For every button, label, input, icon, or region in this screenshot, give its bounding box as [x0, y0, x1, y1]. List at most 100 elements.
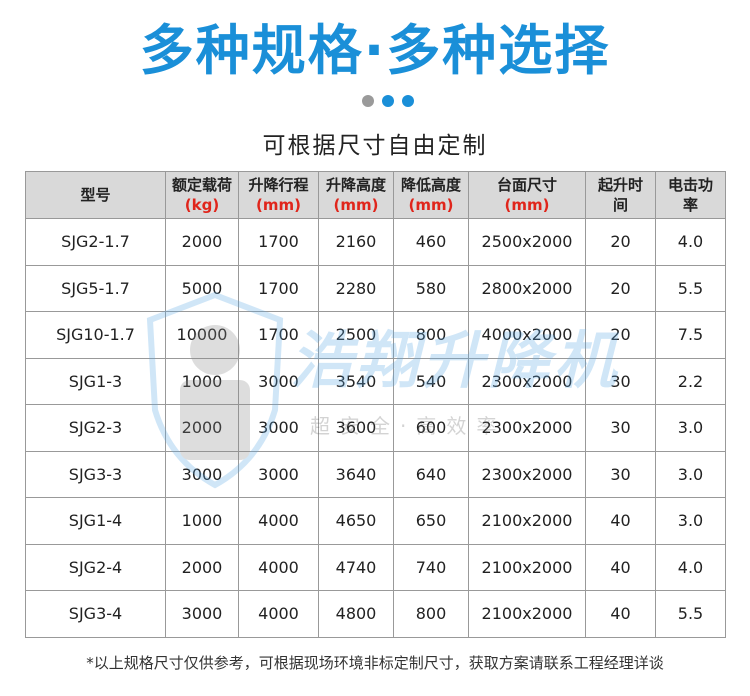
- table-cell: SJG3-4: [25, 590, 166, 638]
- table-cell: 2000: [165, 218, 239, 266]
- table-cell: 3.0: [655, 450, 726, 498]
- table-cell: 5000: [165, 264, 239, 312]
- table-cell: 4.0: [655, 543, 726, 591]
- table-cell: 3000: [238, 357, 319, 405]
- table-cell: 3640: [318, 450, 394, 498]
- table-cell: 3.0: [655, 497, 726, 545]
- table-cell: 3540: [318, 357, 394, 405]
- table-cell: 650: [393, 497, 469, 545]
- table-cell: 20: [585, 311, 656, 359]
- table-row: SJG1-3 1000 3000 3540 540 2300x2000 30 2.2: [25, 357, 726, 405]
- table-cell: 460: [393, 218, 469, 266]
- table-cell: 600: [393, 404, 469, 452]
- table-cell: 540: [393, 357, 469, 405]
- table-cell: 800: [393, 590, 469, 638]
- table-cell: 3000: [165, 590, 239, 638]
- header-unit: (mm): [256, 196, 301, 214]
- header-label: 升降高度: [325, 176, 386, 194]
- header-cell: 起升时间: [585, 171, 656, 219]
- table-cell: 2300x2000: [468, 450, 586, 498]
- table-row: SJG3-4 3000 4000 4800 800 2100x2000 40 5.5: [25, 590, 726, 638]
- table-cell: 2000: [165, 404, 239, 452]
- table-cell: 3600: [318, 404, 394, 452]
- table-cell: 2000: [165, 543, 239, 591]
- header-cell: 升降行程 (mm): [238, 171, 319, 219]
- header-unit: (mm): [333, 196, 379, 214]
- table-cell: 3.0: [655, 404, 726, 452]
- table-cell: 40: [585, 497, 656, 545]
- table-cell: SJG2-1.7: [25, 218, 166, 266]
- table-cell: 10000: [165, 311, 239, 359]
- header-cell: 电击功率: [655, 171, 726, 219]
- table-cell: SJG2-4: [25, 543, 166, 591]
- table-cell: 2.2: [655, 357, 726, 405]
- footnote: *以上规格尺寸仅供参考，可根据现场环境非标定制尺寸，获取方案请联系工程经理详谈: [86, 654, 664, 672]
- table-cell: 1700: [238, 218, 319, 266]
- table-cell: 1000: [165, 357, 239, 405]
- subtitle: 可根据尺寸自由定制: [262, 133, 488, 159]
- table-cell: 1700: [238, 311, 319, 359]
- table-cell: 3000: [238, 404, 319, 452]
- table-cell: 1700: [238, 264, 319, 312]
- header-label: 降低高度: [400, 176, 461, 194]
- header-label: 台面尺寸: [496, 176, 557, 194]
- dot: [362, 95, 374, 107]
- table-cell: 3000: [238, 450, 319, 498]
- table-cell: 2160: [318, 218, 394, 266]
- dots: [362, 95, 414, 107]
- header-unit: (kg): [184, 196, 220, 214]
- table-row: SJG1-4 1000 4000 4650 650 2100x2000 40 3.0: [25, 497, 726, 545]
- dot: [402, 95, 414, 107]
- dot: [382, 95, 394, 107]
- table-cell: SJG5-1.7: [25, 264, 166, 312]
- table-cell: 20: [585, 218, 656, 266]
- table-row: SJG2-3 2000 3000 3600 600 2300x2000 30 3.0: [25, 404, 726, 452]
- table-cell: 4.0: [655, 218, 726, 266]
- header-cell: 型号: [25, 171, 166, 219]
- table-cell: 2100x2000: [468, 590, 586, 638]
- table-cell: 2300x2000: [468, 357, 586, 405]
- table-cell: 2500x2000: [468, 218, 586, 266]
- table-row: SJG2-4 2000 4000 4740 740 2100x2000 40 4.0: [25, 543, 726, 591]
- table-cell: 740: [393, 543, 469, 591]
- table-cell: 4000: [238, 497, 319, 545]
- table-cell: 2280: [318, 264, 394, 312]
- table-cell: 3000: [165, 450, 239, 498]
- table-cell: SJG10-1.7: [25, 311, 166, 359]
- table-cell: 7.5: [655, 311, 726, 359]
- table-cell: 40: [585, 590, 656, 638]
- header-label: 额定载荷: [171, 176, 232, 194]
- table-cell: 800: [393, 311, 469, 359]
- table-cell: 2500: [318, 311, 394, 359]
- table-cell: 2100x2000: [468, 543, 586, 591]
- table-cell: 5.5: [655, 264, 726, 312]
- header-unit: (mm): [504, 196, 550, 214]
- table-cell: 4740: [318, 543, 394, 591]
- table-cell: 4000: [238, 590, 319, 638]
- header-label: 升降行程: [248, 176, 309, 194]
- table-cell: 580: [393, 264, 469, 312]
- table-cell: SJG3-3: [25, 450, 166, 498]
- table-row: SJG10-1.7 10000 1700 2500 800 4000x2000 20 7.5: [25, 311, 726, 359]
- table-cell: SJG1-3: [25, 357, 166, 405]
- table-cell: 1000: [165, 497, 239, 545]
- table-cell: 4650: [318, 497, 394, 545]
- table-cell: 30: [585, 357, 656, 405]
- header-unit: (mm): [408, 196, 454, 214]
- header-row: 型号 额定载荷 (kg) 升降行程 (mm) 升降高度 (mm) 降低高度 (mm) 台面尺寸 (m…: [25, 171, 726, 219]
- header-cell: 台面尺寸 (mm): [468, 171, 586, 219]
- table-cell: 2100x2000: [468, 497, 586, 545]
- table-cell: 5.5: [655, 590, 726, 638]
- table-cell: 4000x2000: [468, 311, 586, 359]
- header-cell: 升降高度 (mm): [318, 171, 394, 219]
- table-cell: 40: [585, 543, 656, 591]
- table-body: SJG2-1.7 2000 1700 2160 460 2500x2000 20 4.0 SJG…: [25, 218, 726, 638]
- table-cell: 2300x2000: [468, 404, 586, 452]
- table-cell: SJG1-4: [25, 497, 166, 545]
- table-cell: 30: [585, 450, 656, 498]
- header-label: 电击功率: [667, 176, 713, 214]
- table-cell: 4000: [238, 543, 319, 591]
- table-cell: 30: [585, 404, 656, 452]
- table-row: SJG2-1.7 2000 1700 2160 460 2500x2000 20 4.0: [25, 218, 726, 266]
